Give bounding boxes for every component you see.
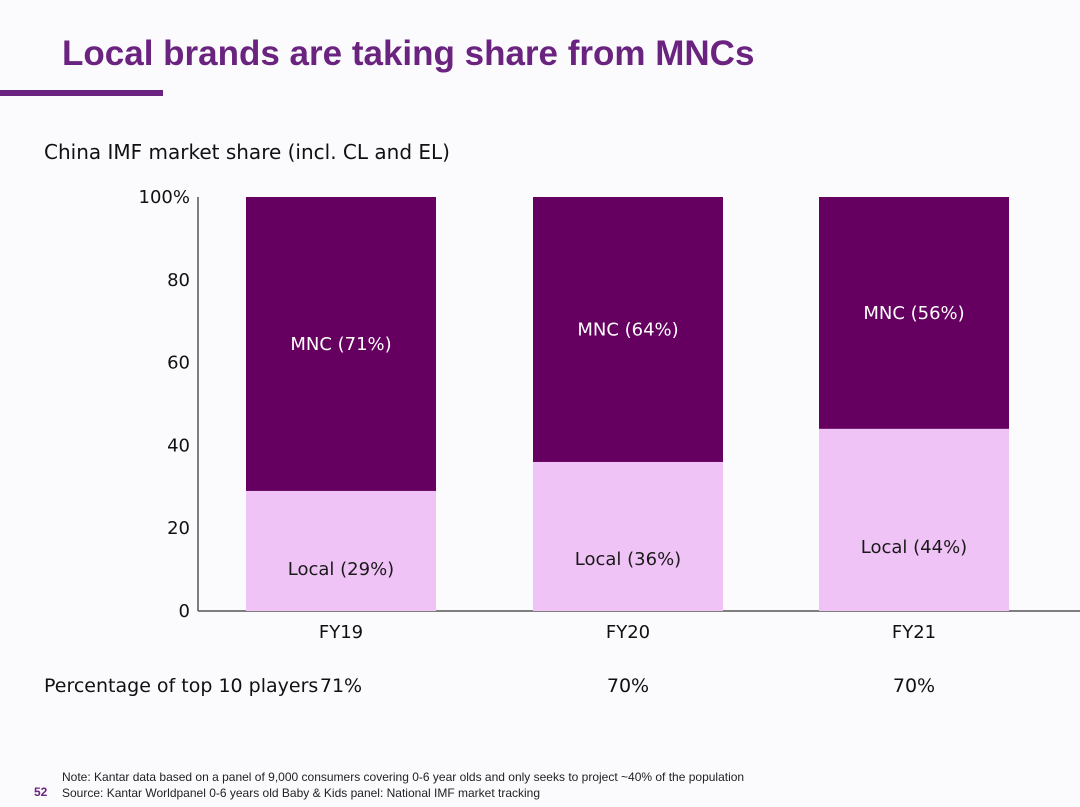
x-tick-label: FY20 xyxy=(606,622,650,643)
data-label-local-fy21: Local (44%) xyxy=(861,537,967,558)
bar-mnc-fy20 xyxy=(533,197,723,462)
y-tick-label: 100% xyxy=(139,187,190,208)
x-tick-label: FY19 xyxy=(319,622,363,643)
footnote-source: Source: Kantar Worldpanel 0-6 years old … xyxy=(62,786,541,800)
title-underline xyxy=(0,90,163,96)
slide-title: Local brands are taking share from MNCs xyxy=(62,34,755,73)
bar-local-fy19 xyxy=(246,490,436,611)
x-tick-label: FY21 xyxy=(892,622,936,643)
chart-title: China IMF market share (incl. CL and EL) xyxy=(44,140,450,164)
top10-value-fy19: 71% xyxy=(319,675,363,697)
data-label-mnc-fy21: MNC (56%) xyxy=(863,303,964,324)
bar-mnc-fy21 xyxy=(819,197,1009,429)
data-label-local-fy19: Local (29%) xyxy=(288,559,394,580)
y-tick-label: 80 xyxy=(167,270,190,291)
y-tick-label: 60 xyxy=(167,353,190,374)
footnote-note: Note: Kantar data based on a panel of 9,… xyxy=(62,770,745,784)
bar-mnc-fy19 xyxy=(246,197,436,491)
data-label-local-fy20: Local (36%) xyxy=(575,549,681,570)
bar-local-fy20 xyxy=(533,461,723,611)
data-label-mnc-fy20: MNC (64%) xyxy=(577,319,678,340)
top10-value-fy20: 70% xyxy=(606,675,650,697)
bar-local-fy21 xyxy=(819,428,1009,611)
page-number: 52 xyxy=(34,785,48,799)
top10-value-fy21: 70% xyxy=(892,675,936,697)
top10-label: Percentage of top 10 players xyxy=(44,675,319,697)
y-tick-label: 20 xyxy=(167,518,190,539)
data-label-mnc-fy19: MNC (71%) xyxy=(290,334,391,355)
y-tick-label: 0 xyxy=(179,601,190,622)
y-tick-label: 40 xyxy=(167,435,190,456)
footnotes: Note: Kantar data based on a panel of 9,… xyxy=(62,769,744,801)
